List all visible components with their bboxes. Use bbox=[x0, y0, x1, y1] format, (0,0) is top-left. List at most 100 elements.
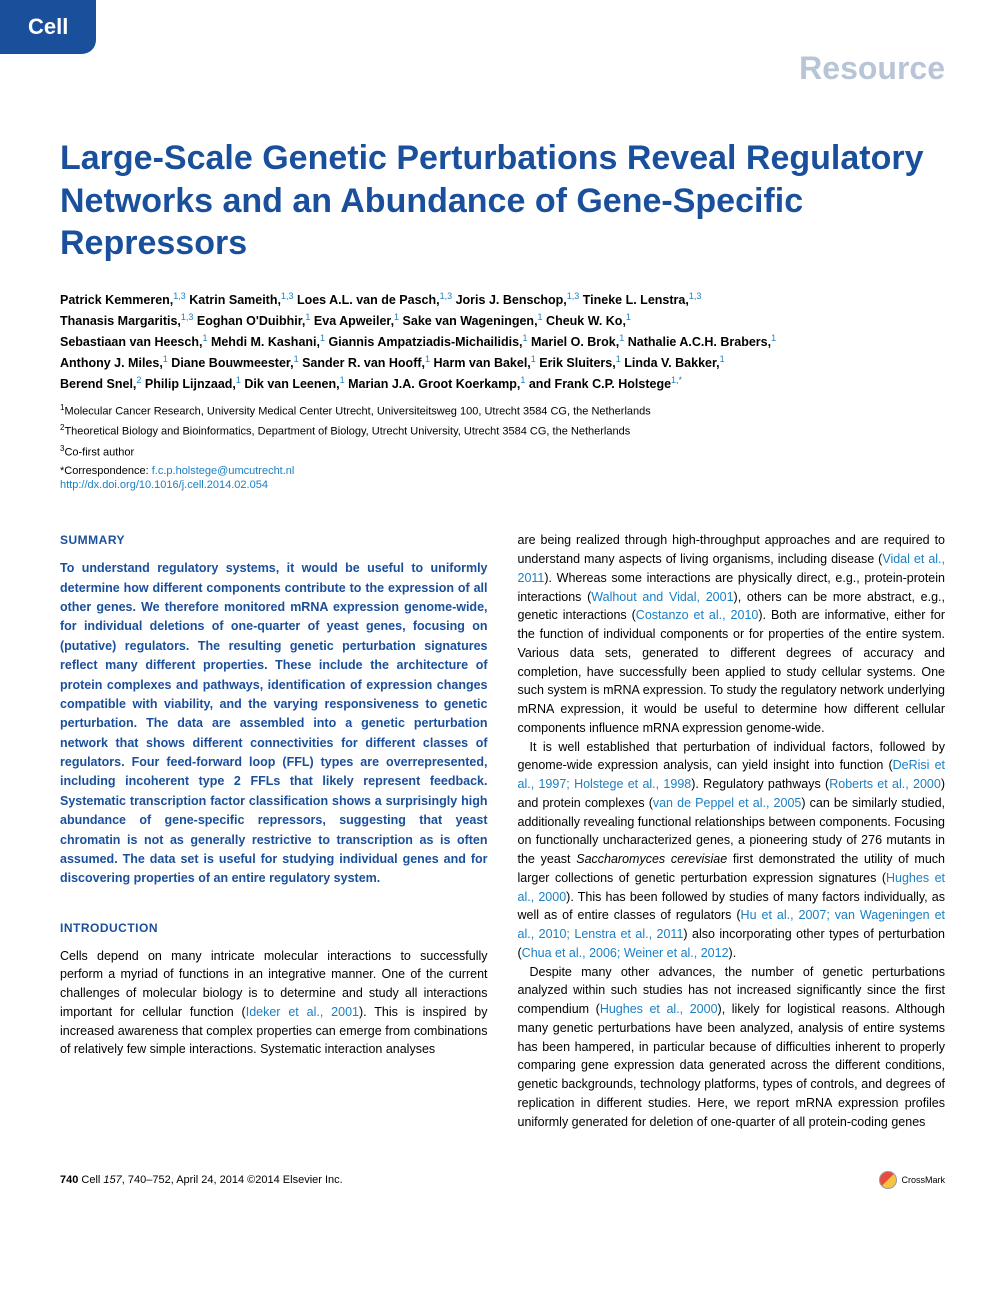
author-name: and Frank C.P. Holstege bbox=[529, 377, 671, 391]
author-name: Nathalie A.C.H. Brabers, bbox=[628, 335, 771, 349]
author-name: Berend Snel, bbox=[60, 377, 136, 391]
intro-paragraph: Cells depend on many intricate molecular… bbox=[60, 947, 488, 1060]
body-text: ). bbox=[729, 946, 737, 960]
author-affil-sup: 1,3 bbox=[281, 291, 294, 301]
author-name: Philip Lijnzaad, bbox=[145, 377, 236, 391]
author-affil-sup: 2 bbox=[136, 375, 141, 385]
author-affil-sup: 1 bbox=[520, 375, 525, 385]
author-name: Thanasis Margaritis, bbox=[60, 314, 181, 328]
author-affil-sup: 1 bbox=[616, 354, 621, 364]
author-affil-sup: 1 bbox=[340, 375, 345, 385]
author-name: Cheuk W. Ko, bbox=[546, 314, 626, 328]
citation-ref[interactable]: Costanzo et al., 2010 bbox=[636, 608, 759, 622]
author-affil-sup: 1 bbox=[163, 354, 168, 364]
crossmark-badge[interactable]: CrossMark bbox=[879, 1171, 945, 1189]
body-text: ). Both are informative, either for the … bbox=[518, 608, 946, 735]
author-name: Joris J. Benschop, bbox=[456, 293, 567, 307]
crossmark-icon bbox=[879, 1171, 897, 1189]
correspondence-line: *Correspondence: f.c.p.holstege@umcutrec… bbox=[60, 463, 945, 480]
author-name: Diane Bouwmeester, bbox=[171, 356, 293, 370]
introduction-heading: INTRODUCTION bbox=[60, 919, 488, 937]
doi-line: http://dx.doi.org/10.1016/j.cell.2014.02… bbox=[60, 479, 945, 491]
author-name: Dik van Leenen, bbox=[244, 377, 339, 391]
body-text: ). Regulatory pathways ( bbox=[691, 777, 829, 791]
citation-ref[interactable]: van de Peppel et al., 2005 bbox=[653, 796, 802, 810]
author-affil-sup: 1,3 bbox=[173, 291, 186, 301]
author-affil-sup: 1,3 bbox=[689, 291, 702, 301]
author-name: Mariel O. Brok, bbox=[531, 335, 619, 349]
authors-block: Patrick Kemmeren,1,3 Katrin Sameith,1,3 … bbox=[60, 289, 945, 395]
author-affil-sup: 1,3 bbox=[440, 291, 453, 301]
author-name: Linda V. Bakker, bbox=[624, 356, 719, 370]
author-name: Tineke L. Lenstra, bbox=[583, 293, 689, 307]
citation-footer: 740 Cell 157, 740–752, April 24, 2014 ©2… bbox=[60, 1174, 343, 1186]
citation-ref[interactable]: Chua et al., 2006; Weiner et al., 2012 bbox=[522, 946, 729, 960]
author-name: Harm van Bakel, bbox=[434, 356, 531, 370]
author-affil-sup: 1 bbox=[626, 312, 631, 322]
article-type-label: Resource bbox=[799, 50, 945, 87]
volume-number: 157 bbox=[103, 1174, 121, 1186]
body-paragraph: It is well established that perturbation… bbox=[518, 738, 946, 963]
affil-text: Molecular Cancer Research, University Me… bbox=[64, 406, 650, 418]
crossmark-label: CrossMark bbox=[901, 1175, 945, 1185]
correspondence-label: *Correspondence: bbox=[60, 465, 152, 477]
body-text: It is well established that perturbation… bbox=[518, 740, 946, 773]
summary-heading: SUMMARY bbox=[60, 531, 488, 549]
citation-ref[interactable]: Roberts et al., 2000 bbox=[829, 777, 941, 791]
author-name: Loes A.L. van de Pasch, bbox=[297, 293, 440, 307]
right-column: are being realized through high-throughp… bbox=[518, 531, 946, 1131]
citation-ref[interactable]: Hughes et al., 2000 bbox=[600, 1002, 718, 1016]
affiliation-line: 1Molecular Cancer Research, University M… bbox=[60, 402, 945, 420]
author-affil-sup: 1 bbox=[320, 333, 325, 343]
affil-text: Co-first author bbox=[64, 446, 134, 458]
author-name: Patrick Kemmeren, bbox=[60, 293, 173, 307]
author-affil-sup: 1,* bbox=[671, 375, 682, 385]
footer-text: Cell bbox=[78, 1174, 103, 1186]
affiliation-line: 3Co-first author bbox=[60, 443, 945, 461]
page-container: Cell Resource Large-Scale Genetic Pertur… bbox=[0, 0, 1005, 1229]
two-column-layout: SUMMARY To understand regulatory systems… bbox=[60, 531, 945, 1131]
correspondence-email-link[interactable]: f.c.p.holstege@umcutrecht.nl bbox=[152, 465, 295, 477]
author-affil-sup: 1,3 bbox=[181, 312, 194, 322]
author-affil-sup: 1 bbox=[523, 333, 528, 343]
introduction-text-continued: are being realized through high-throughp… bbox=[518, 531, 946, 1131]
author-affil-sup: 1 bbox=[619, 333, 624, 343]
author-name: Sebastiaan van Heesch, bbox=[60, 335, 202, 349]
author-name: Katrin Sameith, bbox=[189, 293, 281, 307]
citation-ref[interactable]: Ideker et al., 2001 bbox=[246, 1005, 359, 1019]
author-name: Erik Sluiters, bbox=[539, 356, 615, 370]
page-footer: 740 Cell 157, 740–752, April 24, 2014 ©2… bbox=[60, 1171, 945, 1189]
author-affil-sup: 1 bbox=[202, 333, 207, 343]
author-affil-sup: 1 bbox=[771, 333, 776, 343]
author-affil-sup: 1 bbox=[425, 354, 430, 364]
introduction-text: Cells depend on many intricate molecular… bbox=[60, 947, 488, 1060]
left-column: SUMMARY To understand regulatory systems… bbox=[60, 531, 488, 1131]
author-name: Anthony J. Miles, bbox=[60, 356, 163, 370]
journal-badge: Cell bbox=[0, 0, 96, 54]
author-affil-sup: 1 bbox=[305, 312, 310, 322]
author-name: Marian J.A. Groot Koerkamp, bbox=[348, 377, 520, 391]
author-name: Sake van Wageningen, bbox=[403, 314, 538, 328]
header-bar: Cell Resource bbox=[60, 50, 945, 87]
author-name: Sander R. van Hooff, bbox=[302, 356, 425, 370]
article-title: Large-Scale Genetic Perturbations Reveal… bbox=[60, 137, 945, 265]
author-affil-sup: 1,3 bbox=[567, 291, 580, 301]
affil-text: Theoretical Biology and Bioinformatics, … bbox=[64, 426, 630, 438]
author-affil-sup: 1 bbox=[531, 354, 536, 364]
author-name: Mehdi M. Kashani, bbox=[211, 335, 320, 349]
author-affil-sup: 1 bbox=[538, 312, 543, 322]
doi-link[interactable]: http://dx.doi.org/10.1016/j.cell.2014.02… bbox=[60, 479, 268, 491]
author-name: Giannis Ampatziadis-Michailidis, bbox=[328, 335, 522, 349]
author-affil-sup: 1 bbox=[720, 354, 725, 364]
footer-text: , 740–752, April 24, 2014 ©2014 Elsevier… bbox=[122, 1174, 343, 1186]
author-affil-sup: 1 bbox=[236, 375, 241, 385]
author-name: Eva Apweiler, bbox=[314, 314, 394, 328]
body-paragraph: are being realized through high-throughp… bbox=[518, 531, 946, 737]
author-name: Eoghan O'Duibhir, bbox=[197, 314, 306, 328]
affiliation-line: 2Theoretical Biology and Bioinformatics,… bbox=[60, 422, 945, 440]
author-affil-sup: 1 bbox=[294, 354, 299, 364]
page-number: 740 bbox=[60, 1174, 78, 1186]
citation-ref[interactable]: Walhout and Vidal, 2001 bbox=[591, 590, 733, 604]
body-text: are being realized through high-throughp… bbox=[518, 533, 946, 566]
species-name: Saccharomyces cerevisiae bbox=[576, 852, 727, 866]
